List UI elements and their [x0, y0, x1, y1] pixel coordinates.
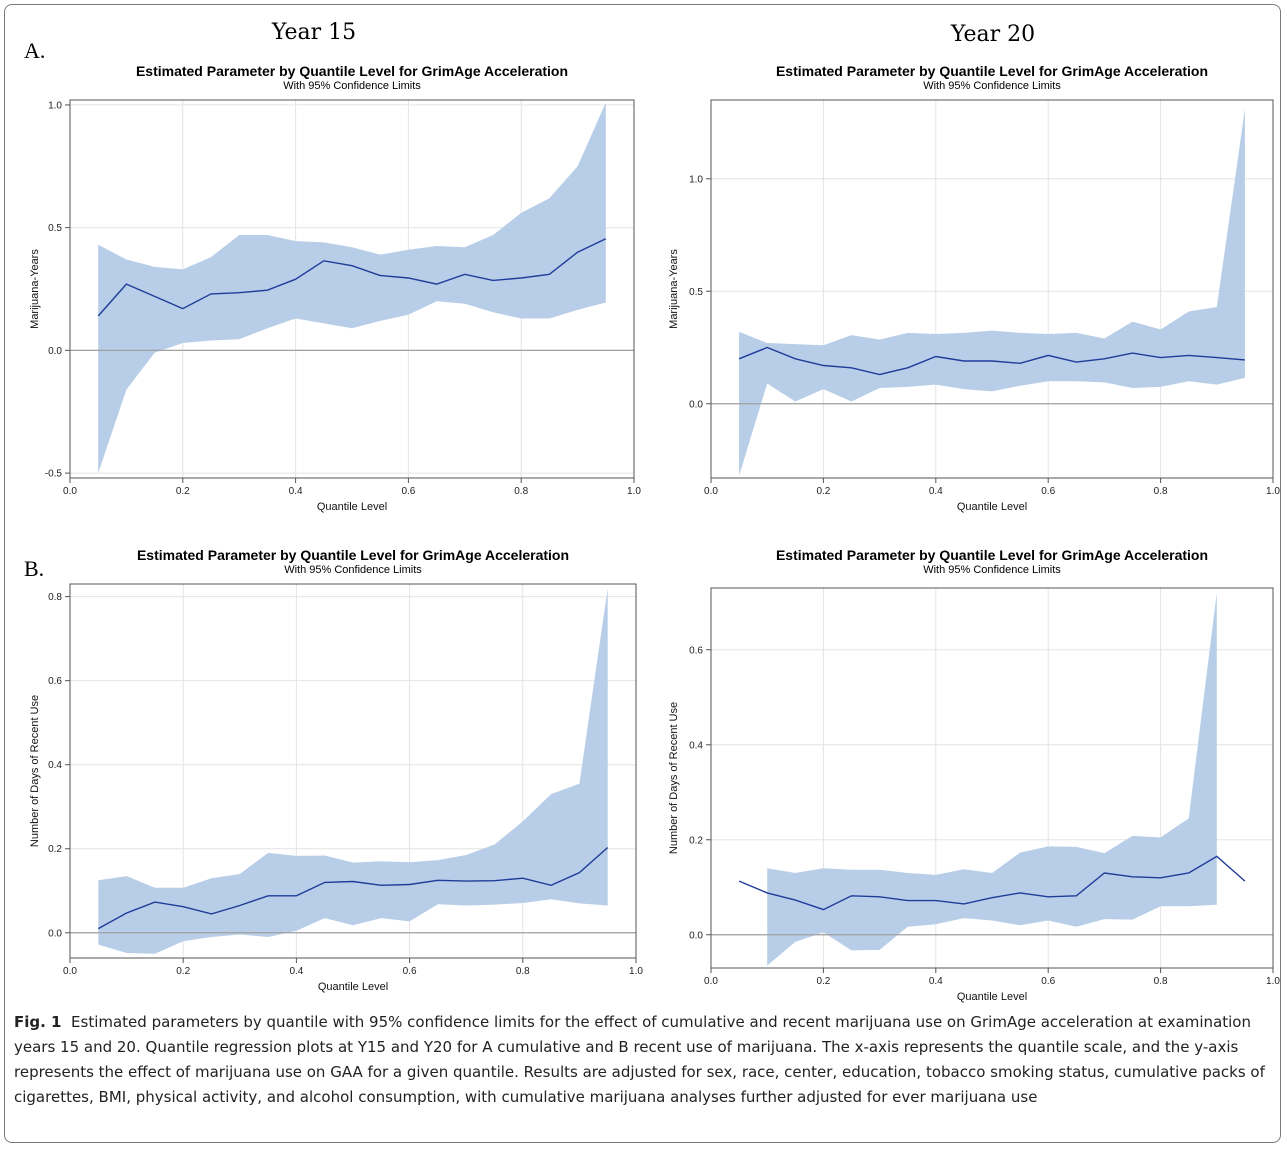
confidence-band — [739, 109, 1245, 476]
y-tick-label: 0.0 — [48, 346, 62, 357]
column-title-year15: Year 15 — [271, 20, 357, 45]
y-tick-label: 0.0 — [689, 399, 703, 410]
y-tick-label: -0.5 — [45, 469, 63, 480]
y-tick-label: 0.6 — [689, 645, 703, 656]
x-tick-label: 1.0 — [1266, 976, 1280, 987]
plot-frame — [69, 99, 635, 479]
x-tick-label: 0.4 — [929, 976, 943, 987]
y-tick-label: 0.0 — [689, 930, 703, 941]
y-axis-label: Number of Days of Recent Use — [29, 695, 41, 847]
chart-subtitle: With 95% Confidence Limits — [923, 80, 1061, 92]
panel-label-b: B. — [24, 556, 45, 581]
x-tick-label: 0.4 — [289, 486, 303, 497]
x-tick-label: 0.0 — [704, 486, 718, 497]
chart-a-year20: Estimated Parameter by Quantile Level fo… — [668, 63, 1280, 513]
chart-a-year15: Estimated Parameter by Quantile Level fo… — [29, 63, 641, 513]
x-tick-label: 0.4 — [289, 966, 303, 977]
y-tick-label: 0.5 — [48, 223, 62, 234]
x-axis-label: Quantile Level — [317, 501, 387, 513]
x-tick-label: 0.0 — [63, 486, 77, 497]
x-tick-label: 1.0 — [1266, 486, 1280, 497]
x-tick-label: 0.2 — [816, 976, 830, 987]
x-tick-label: 0.8 — [1154, 486, 1168, 497]
chart-subtitle: With 95% Confidence Limits — [283, 80, 421, 92]
y-tick-label: 0.2 — [48, 844, 62, 855]
x-tick-label: 0.6 — [403, 966, 417, 977]
chart-subtitle: With 95% Confidence Limits — [923, 564, 1061, 576]
y-tick-label: 1.0 — [689, 174, 703, 185]
chart-b-year15: Estimated Parameter by Quantile Level fo… — [29, 547, 643, 993]
x-tick-label: 0.2 — [816, 486, 830, 497]
x-tick-label: 0.8 — [514, 486, 528, 497]
y-axis-label: Marijuana-Years — [29, 249, 41, 329]
column-title-year20: Year 20 — [950, 22, 1036, 47]
y-tick-label: 1.0 — [48, 100, 62, 111]
x-tick-label: 0.6 — [401, 486, 415, 497]
x-tick-label: 1.0 — [627, 486, 641, 497]
confidence-band — [98, 588, 608, 954]
x-tick-label: 0.6 — [1041, 976, 1055, 987]
caption-fig-label: Fig. 1 — [14, 1013, 62, 1031]
y-tick-label: 0.0 — [48, 928, 62, 939]
x-tick-label: 0.8 — [516, 966, 530, 977]
x-tick-label: 0.0 — [704, 976, 718, 987]
y-tick-label: 0.6 — [48, 676, 62, 687]
x-axis-label: Quantile Level — [957, 501, 1027, 513]
y-tick-label: 0.5 — [689, 287, 703, 298]
estimate-line — [97, 846, 609, 930]
figure-caption: Fig. 1 Estimated parameters by quantile … — [14, 1010, 1276, 1110]
y-tick-label: 0.2 — [689, 835, 703, 846]
chart-title: Estimated Parameter by Quantile Level fo… — [776, 63, 1208, 79]
chart-b-year20: Estimated Parameter by Quantile Level fo… — [668, 547, 1280, 1003]
plot-frame — [69, 583, 637, 959]
x-tick-label: 0.4 — [929, 486, 943, 497]
estimate-line — [97, 238, 607, 317]
y-tick-label: 0.4 — [48, 760, 62, 771]
chart-title: Estimated Parameter by Quantile Level fo… — [776, 547, 1208, 563]
plot-frame — [710, 99, 1274, 479]
confidence-band — [98, 102, 606, 474]
panel-label-a: A. — [24, 38, 46, 63]
estimate-line — [738, 346, 1245, 376]
confidence-band — [767, 592, 1217, 966]
caption-text: Estimated parameters by quantile with 95… — [14, 1013, 1265, 1106]
x-tick-label: 0.2 — [176, 966, 190, 977]
x-tick-label: 0.2 — [176, 486, 190, 497]
x-tick-label: 0.6 — [1041, 486, 1055, 497]
plot-frame — [710, 587, 1274, 969]
y-axis-label: Marijuana-Years — [668, 249, 680, 329]
y-tick-label: 0.4 — [689, 740, 703, 751]
x-axis-label: Quantile Level — [957, 991, 1027, 1003]
x-axis-label: Quantile Level — [318, 981, 388, 993]
chart-title: Estimated Parameter by Quantile Level fo… — [136, 63, 568, 79]
chart-subtitle: With 95% Confidence Limits — [284, 564, 422, 576]
y-tick-label: 0.8 — [48, 592, 62, 603]
chart-title: Estimated Parameter by Quantile Level fo… — [137, 547, 569, 563]
x-tick-label: 0.8 — [1154, 976, 1168, 987]
estimate-line — [738, 855, 1246, 911]
y-axis-label: Number of Days of Recent Use — [668, 702, 680, 854]
x-tick-label: 1.0 — [629, 966, 643, 977]
figure-frame — [4, 4, 1281, 1143]
x-tick-label: 0.0 — [63, 966, 77, 977]
